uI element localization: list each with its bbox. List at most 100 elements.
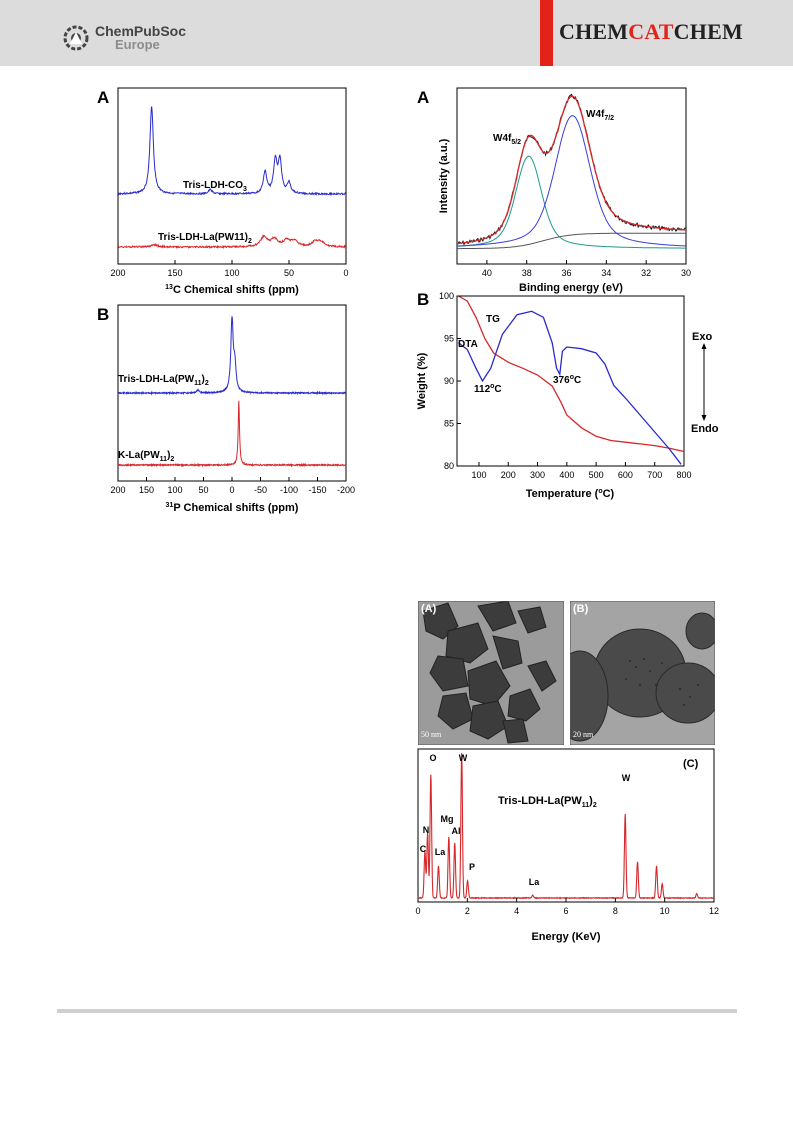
edx-peak-label: Al <box>452 826 461 836</box>
xps-x-tick-label: 30 <box>681 268 691 278</box>
header-accent-bar <box>540 0 553 66</box>
xps-x-tick-label: 34 <box>601 268 611 278</box>
xps-envelope-fit <box>456 95 686 245</box>
p31-series-red <box>117 400 347 468</box>
exo-label: Exo <box>692 331 712 343</box>
p31-nmr-panel: B 200 150 100 50 0 -50 -100 -150 -200 Tris-LDH-L… <box>97 304 355 514</box>
tg-dta-panel: B 100 200 300 400 500 600 700 800 80 85 90 95 100 TG… <box>416 290 719 500</box>
p31-series-blue <box>117 316 347 396</box>
tem-label-a: (A) <box>421 603 437 615</box>
xps-x-axis-label: Binding energy (eV) <box>519 282 623 294</box>
edx-x-tick-label: 8 <box>613 906 618 916</box>
arrow-up-icon <box>701 343 707 349</box>
xps-axes-frame <box>456 87 687 265</box>
tg-x-tick-label: 100 <box>471 470 486 480</box>
edx-panel: 0 2 4 6 8 10 12 CN O La Mg Al W P La W (C) Tris-LDH-La… <box>415 748 719 943</box>
tem-scale-b: 20 nm <box>573 730 594 739</box>
edx-peak-label: La <box>529 877 540 887</box>
p31-x-tick-label: -100 <box>280 485 298 495</box>
c13-x-tick-label: 0 <box>343 268 348 278</box>
c13-label-bottom: Tris-LDH-La(PW11)2 <box>158 232 252 245</box>
xps-component-w4f72 <box>457 115 687 247</box>
edx-x-tick-label: 12 <box>709 906 719 916</box>
edx-peak-label: C <box>420 844 427 854</box>
journal-title[interactable]: CHEMCATCHEM <box>559 19 743 45</box>
edx-x-tick-label: 0 <box>415 906 420 916</box>
edx-peak-label: W <box>459 753 468 763</box>
xps-y-axis-label: Intensity (a.u.) <box>438 138 450 213</box>
p31-label-top: Tris-LDH-La(PW11)2 <box>118 374 209 387</box>
edx-peak-label: N <box>423 825 430 835</box>
xps-panel: A 40 38 36 34 32 30 W4f5/2 W4f7/2 Binding ene… <box>417 87 691 294</box>
chempubsoc-logo-icon <box>63 25 89 51</box>
dta-annotation-376: 376oC <box>553 374 581 386</box>
edx-x-tick-label: 6 <box>563 906 568 916</box>
tg-x-tick-label: 200 <box>501 470 516 480</box>
tg-y-tick-label: 85 <box>444 419 454 429</box>
tg-x-tick-label: 600 <box>618 470 633 480</box>
c13-series-red <box>117 234 346 250</box>
publisher-logo[interactable]: ChemPubSoc Europe <box>62 24 186 52</box>
tg-x-axis-label: Temperature (oC) <box>526 488 615 500</box>
xps-peak-label-1: W4f5/2 <box>493 133 521 146</box>
c13-x-tick-label: 200 <box>110 268 125 278</box>
p31-x-tick-label: 100 <box>167 485 182 495</box>
xps-x-tick-label: 40 <box>482 268 492 278</box>
publisher-name: ChemPubSoc <box>95 23 187 39</box>
xps-raw-spectrum <box>456 93 687 246</box>
edx-peak-label: La <box>435 847 446 857</box>
dta-annotation-112: 112oC <box>474 383 502 395</box>
edx-sample-label: Tris-LDH-La(PW11)2 <box>498 795 597 809</box>
tg-y-tick-label: 80 <box>444 461 454 471</box>
p31-label-bottom: K-La(PW11)2 <box>118 450 174 463</box>
edx-peak-label: W <box>622 773 631 783</box>
xps-peak-label-2: W4f7/2 <box>586 109 614 122</box>
tem-particles-a <box>418 601 564 745</box>
xps-background-line <box>457 232 686 250</box>
footer-divider <box>57 1009 737 1013</box>
edx-peak-label: P <box>469 862 475 872</box>
xps-x-tick-label: 38 <box>522 268 532 278</box>
edx-x-tick-label: 10 <box>660 906 670 916</box>
tg-x-tick-label: 700 <box>647 470 662 480</box>
publisher-region: Europe <box>115 37 160 52</box>
tem-label-b: (B) <box>573 603 589 615</box>
xps-x-tick-label: 36 <box>562 268 572 278</box>
tg-curve-label: TG <box>486 314 500 325</box>
edx-x-tick-label: 4 <box>514 906 519 916</box>
edx-x-axis-label: Energy (KeV) <box>531 931 600 943</box>
c13-x-tick-label: 150 <box>167 268 182 278</box>
journal-title-part3: CHEM <box>673 19 743 44</box>
p31-x-tick-label: -200 <box>337 485 355 495</box>
journal-title-part2: CAT <box>628 19 674 44</box>
endo-label: Endo <box>691 423 719 435</box>
p31-x-tick-label: -50 <box>254 485 267 495</box>
c13-nmr-panel: A 200 150 100 50 0 Tris-LDH-CO3 Tris-LDH-La(… <box>97 87 349 296</box>
tem-particles-b <box>570 601 715 745</box>
journal-header: ChemPubSoc Europe CHEMCATCHEM <box>0 0 793 66</box>
tem-image-b: (B) 20 nm <box>570 601 715 745</box>
p31-x-tick-label: 0 <box>229 485 234 495</box>
panel-letter-tg: B <box>417 290 429 309</box>
dta-series <box>458 310 682 465</box>
tg-series <box>458 295 685 453</box>
tg-x-tick-label: 800 <box>676 470 691 480</box>
edx-spectrum <box>417 752 715 900</box>
p31-x-tick-label: 150 <box>139 485 154 495</box>
c13-x-tick-label: 100 <box>224 268 239 278</box>
panel-letter-xps: A <box>417 88 429 107</box>
tg-y-tick-label: 90 <box>444 376 454 386</box>
tg-y-tick-label: 95 <box>444 334 454 344</box>
arrow-down-icon <box>701 415 707 421</box>
tem-image-a: (A) 50 nm <box>418 601 564 745</box>
p31-x-axis-label: 31P Chemical shifts (ppm) <box>166 502 299 514</box>
c13-x-tick-label: 50 <box>284 268 294 278</box>
panel-letter-p31: B <box>97 305 109 324</box>
c13-x-axis-label: 13C Chemical shifts (ppm) <box>165 284 299 296</box>
xps-x-tick-label: 32 <box>641 268 651 278</box>
p31-x-tick-label: -150 <box>308 485 326 495</box>
p31-x-tick-label: 50 <box>198 485 208 495</box>
tem-scale-a: 50 nm <box>421 730 442 739</box>
tg-x-tick-label: 300 <box>530 470 545 480</box>
edx-x-tick-label: 2 <box>465 906 470 916</box>
